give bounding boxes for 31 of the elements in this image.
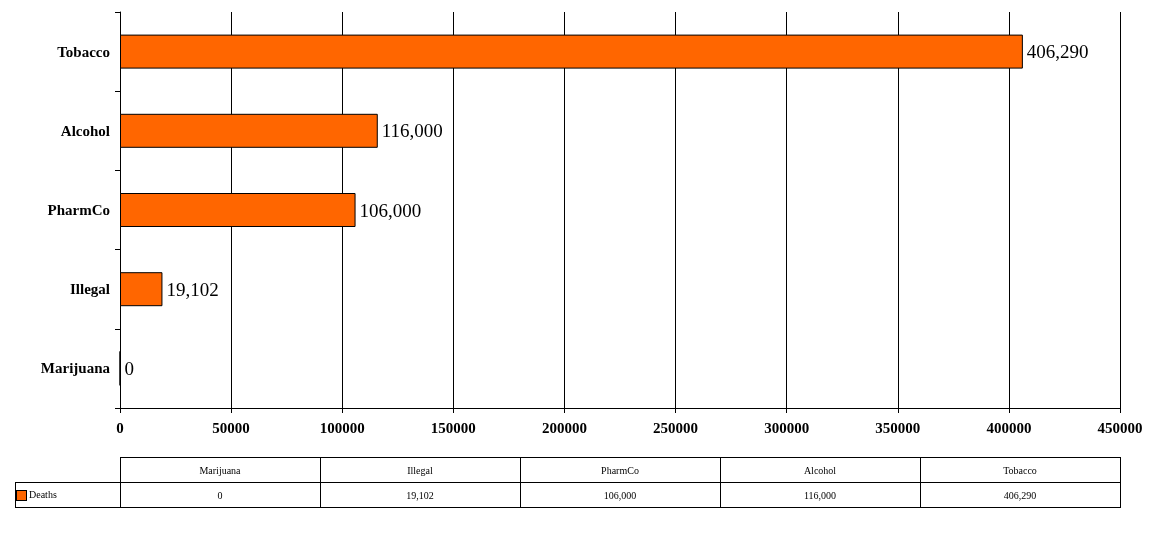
y-tick-label: Marijuana [40,360,111,377]
y-tick-label: Tobacco [57,43,110,60]
legend-label: Deaths [15,482,120,508]
x-tick-label: 300000 [764,419,810,436]
x-tick-label: 200000 [541,419,587,436]
text: 106,000 [603,489,637,501]
data-label: 106,000 [359,199,422,221]
y-tick-label: PharmCo [47,202,110,218]
y-tick-label: Illegal [70,281,110,298]
text: 0 [217,489,223,501]
category-label: Marijuana [199,464,241,476]
y-tick-label: Alcohol [60,122,110,139]
x-tick-label: 350000 [875,419,921,436]
category-label: Alcohol [803,464,837,476]
x-tick-label: 400000 [986,419,1032,436]
category-label: Tobacco [1003,464,1037,476]
data-label: 0 [124,357,134,379]
data-label: 116,000 [381,120,443,142]
text: 406,290 [1003,489,1037,501]
x-tick-label: 0 [116,419,124,436]
x-tick-label: 150000 [430,419,476,436]
text: 116,000 [803,489,837,501]
x-tick-label: 50000 [212,419,250,436]
text: 19,102 [406,489,434,501]
x-tick-label: 250000 [653,419,699,436]
category-label: PharmCo [601,464,639,476]
category-label: Illegal [407,464,433,476]
data-label: 406,290 [1026,41,1089,63]
x-tick-label: 100000 [319,419,365,436]
data-label: 19,102 [166,278,219,300]
x-tick-label: 450000 [1097,419,1143,436]
